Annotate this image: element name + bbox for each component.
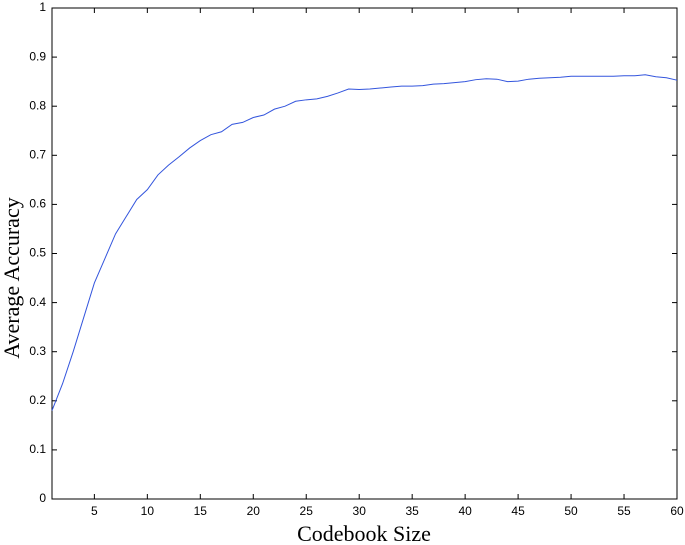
x-tick-label: 10 (141, 504, 155, 518)
x-tick-label: 35 (405, 504, 419, 518)
y-tick-label: 0.5 (29, 246, 46, 260)
plot-frame (51, 7, 678, 500)
y-tick-label: 0.4 (29, 295, 46, 309)
y-tick-label: 0.7 (29, 147, 46, 161)
x-tick-label: 30 (353, 504, 367, 518)
y-axis-title: Average Accuracy (0, 197, 24, 358)
x-tick-label: 60 (670, 504, 684, 518)
y-tick-label: 0.9 (29, 49, 46, 63)
y-tick-label: 1 (39, 0, 46, 14)
x-tick-label: 45 (511, 504, 525, 518)
x-axis-title: Codebook Size (297, 521, 431, 545)
y-tick-label: 0.2 (29, 393, 46, 407)
data-line (51, 74, 678, 411)
y-tick-label: 0 (39, 491, 46, 505)
x-tick-label: 5 (91, 504, 98, 518)
y-tick-label: 0.3 (29, 344, 46, 358)
x-tick-label: 20 (247, 504, 261, 518)
y-tick-label: 0.8 (29, 98, 46, 112)
x-tick-label: 55 (617, 504, 631, 518)
x-tick-label: 15 (194, 504, 208, 518)
x-tick-label: 25 (300, 504, 314, 518)
y-tick-label: 0.6 (29, 197, 46, 211)
x-tick-label: 50 (564, 504, 578, 518)
x-tick-label: 40 (458, 504, 472, 518)
y-tick-label: 0.1 (29, 442, 46, 456)
